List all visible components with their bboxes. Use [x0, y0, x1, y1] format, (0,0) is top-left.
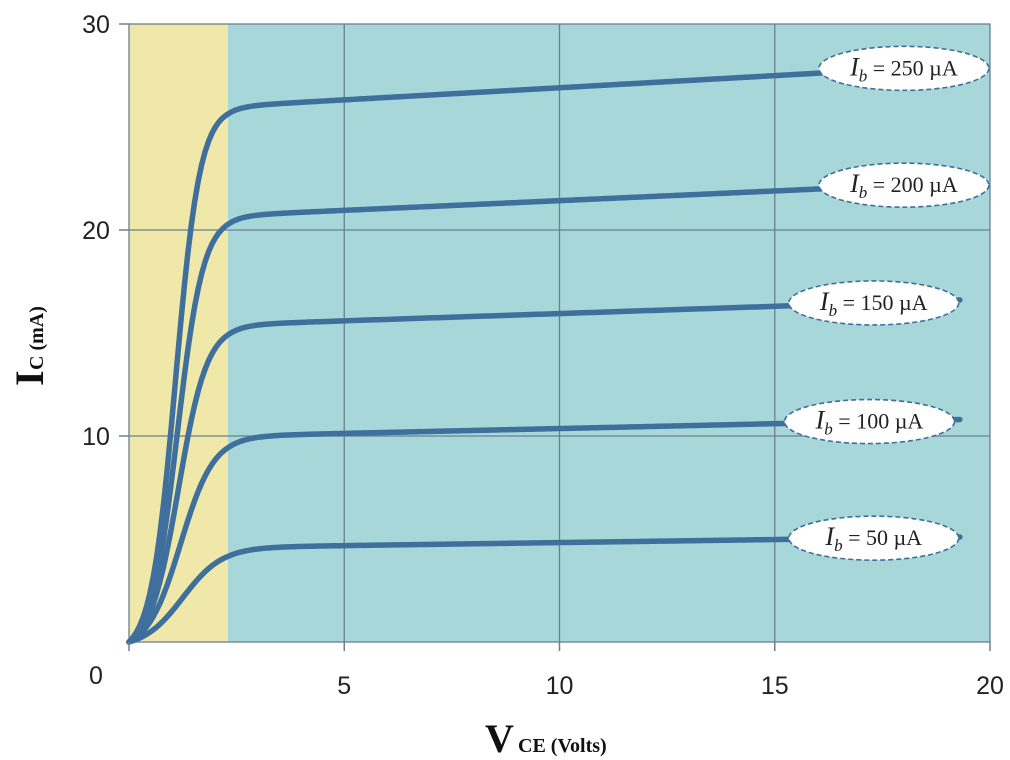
label-ellipse [783, 398, 956, 445]
y-tick-label: 10 [82, 423, 110, 451]
series-name: Ib = 150 µA [819, 287, 928, 320]
y-axis-title-sub: C (mA) [26, 306, 48, 370]
origin-tick-label: 0 [89, 662, 103, 690]
y-tick-label: 30 [82, 11, 110, 39]
series-name: Ib = 200 µA [849, 169, 958, 202]
x-tick-label: 10 [546, 672, 574, 700]
series-label-3: Ib = 150 µA [787, 280, 960, 326]
series-name: Ib = 100 µA [815, 406, 924, 439]
label-ellipse [787, 280, 960, 326]
label-ellipse [818, 45, 990, 92]
label-ellipse [818, 162, 990, 208]
y-tick-label: 20 [82, 217, 110, 245]
x-tick-label: 20 [976, 672, 1004, 700]
x-axis-title-sub: CE (Volts) [518, 735, 607, 757]
x-tick-label: 5 [337, 672, 351, 700]
series-label-2: Ib = 100 µA [783, 398, 956, 445]
series-name: Ib = 250 µA [849, 52, 958, 85]
series-label-5: Ib = 250 µA [818, 45, 990, 92]
series-label-1: Ib = 50 µA [787, 515, 960, 561]
series-label-4: Ib = 200 µA [818, 162, 990, 208]
y-axis-title-main: I [7, 370, 52, 386]
x-tick-label: 15 [761, 672, 789, 700]
series-name: Ib = 50 µA [824, 522, 922, 555]
x-axis-title-main: V [485, 716, 514, 760]
label-ellipse [787, 515, 960, 561]
